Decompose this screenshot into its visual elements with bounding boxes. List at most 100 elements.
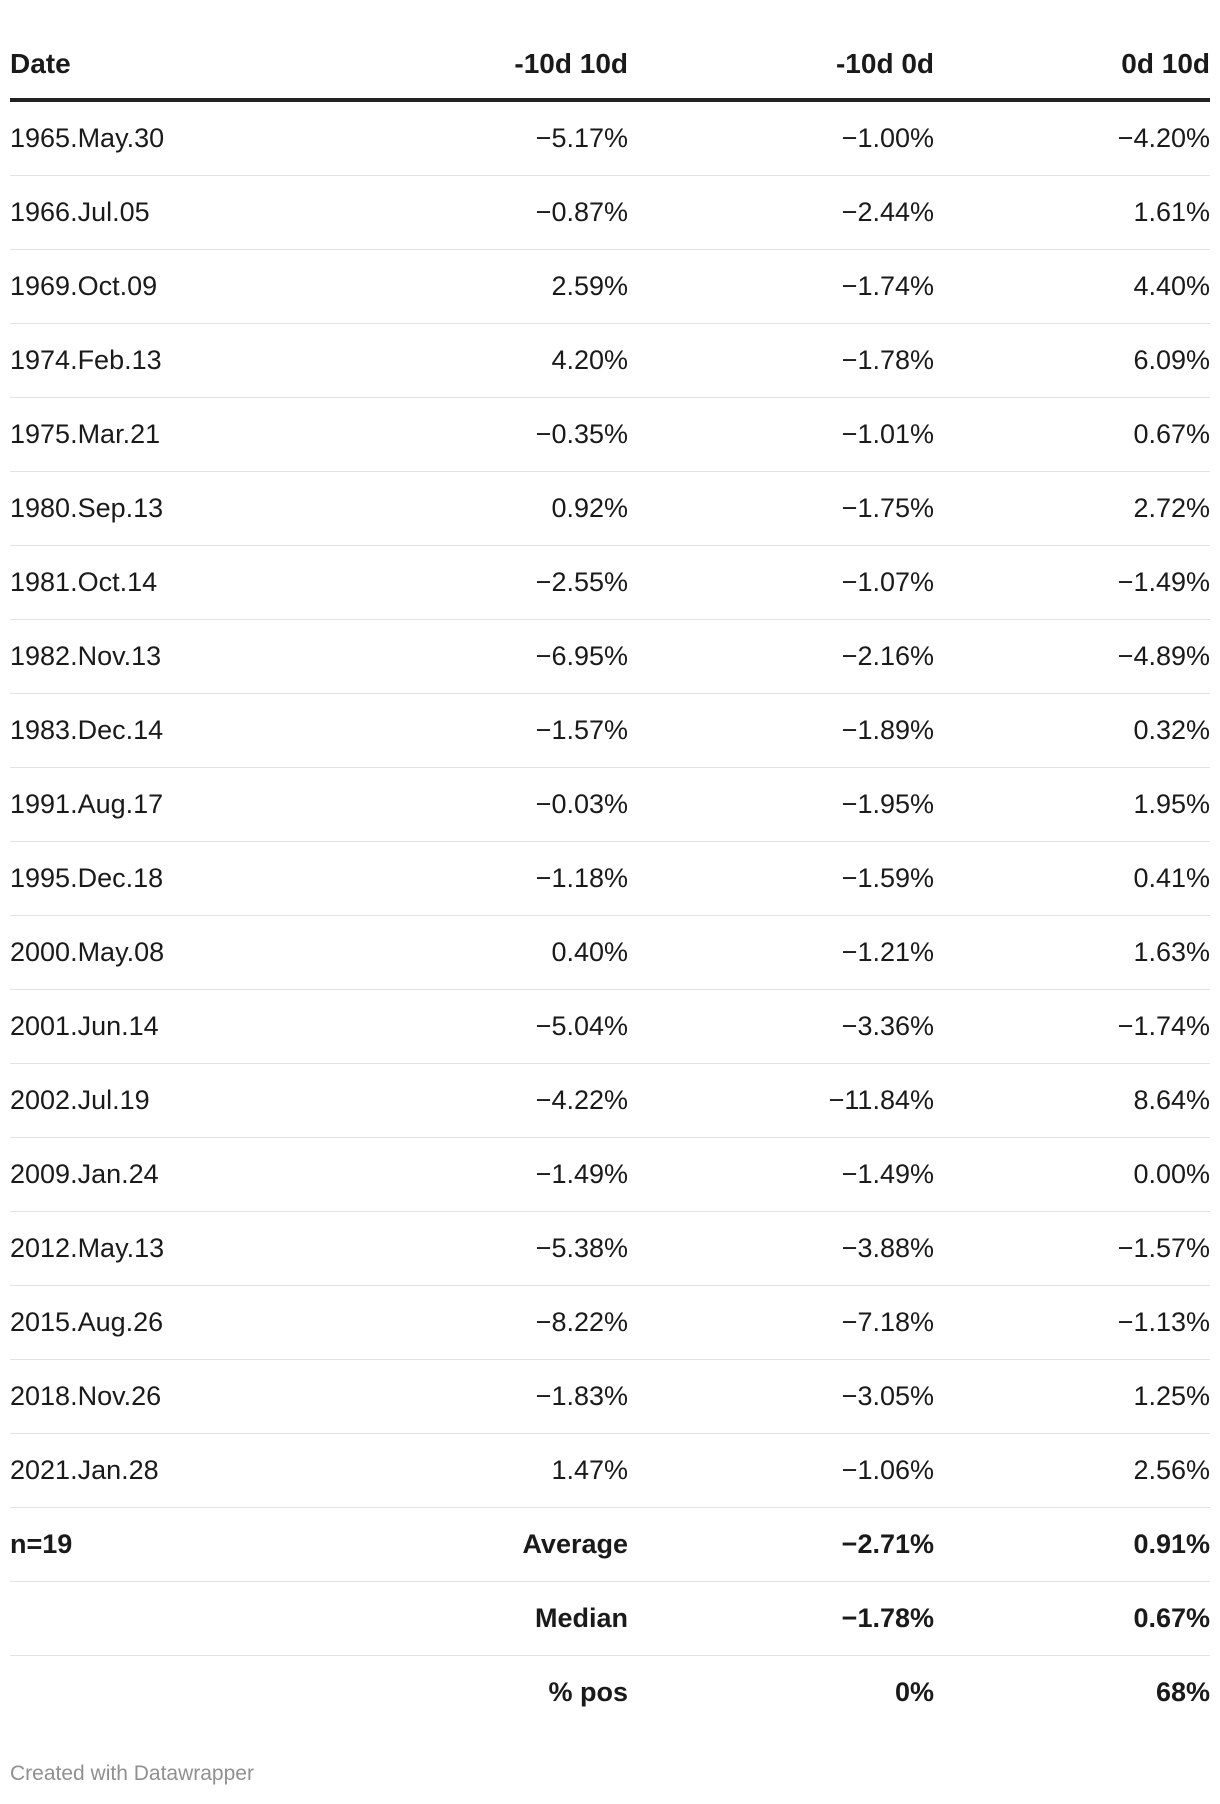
summary-value-cell: 0.67%: [934, 1581, 1210, 1656]
table-row: 1974.Feb.13 4.20% −1.78% 6.09%: [10, 323, 1210, 398]
0d-10d-cell: 1.61%: [934, 175, 1210, 250]
date-cell: 2021.Jan.28: [10, 1433, 330, 1508]
0d-10d-cell: 2.72%: [934, 471, 1210, 546]
table-row: 1983.Dec.14 −1.57% −1.89% 0.32%: [10, 693, 1210, 768]
minus10d-10d-cell: −5.38%: [330, 1211, 628, 1286]
table-row: 1981.Oct.14 −2.55% −1.07% −1.49%: [10, 545, 1210, 620]
0d-10d-cell: −1.13%: [934, 1285, 1210, 1360]
table-row: 2001.Jun.14 −5.04% −3.36% −1.74%: [10, 989, 1210, 1064]
summary-value-cell: n=19: [10, 1507, 330, 1582]
table-row: 1991.Aug.17 −0.03% −1.95% 1.95%: [10, 767, 1210, 842]
data-table-container: Date -10d 10d -10d 0d 0d 10d 1965.May.30…: [10, 30, 1210, 1729]
minus10d-0d-cell: −2.16%: [628, 619, 934, 694]
table-row: 1995.Dec.18 −1.18% −1.59% 0.41%: [10, 841, 1210, 916]
credit-footer: Created with Datawrapper: [10, 1762, 254, 1785]
date-cell: 2012.May.13: [10, 1211, 330, 1286]
minus10d-10d-cell: 4.20%: [330, 323, 628, 398]
date-cell: 1981.Oct.14: [10, 545, 330, 620]
date-cell: 1995.Dec.18: [10, 841, 330, 916]
summary-label-cell: Median: [330, 1581, 628, 1656]
date-cell: 1982.Nov.13: [10, 619, 330, 694]
minus10d-0d-cell: −1.95%: [628, 767, 934, 842]
table-row: 2012.May.13 −5.38% −3.88% −1.57%: [10, 1211, 1210, 1286]
0d-10d-cell: −4.89%: [934, 619, 1210, 694]
minus10d-10d-cell: 0.40%: [330, 915, 628, 990]
minus10d-10d-cell: −1.57%: [330, 693, 628, 768]
0d-10d-cell: −1.49%: [934, 545, 1210, 620]
minus10d-0d-cell: −7.18%: [628, 1285, 934, 1360]
header-row: Date -10d 10d -10d 0d 0d 10d: [10, 30, 1210, 102]
date-cell: 2018.Nov.26: [10, 1359, 330, 1434]
date-cell: 1983.Dec.14: [10, 693, 330, 768]
0d-10d-cell: 1.25%: [934, 1359, 1210, 1434]
minus10d-0d-cell: −1.49%: [628, 1137, 934, 1212]
0d-10d-cell: −4.20%: [934, 100, 1210, 176]
minus10d-10d-cell: 2.59%: [330, 249, 628, 324]
summary-value-cell: 0.91%: [934, 1507, 1210, 1582]
date-cell: 2000.May.08: [10, 915, 330, 990]
summary-value-cell: [10, 1581, 330, 1656]
column-header-date[interactable]: Date: [10, 30, 330, 102]
minus10d-10d-cell: −5.04%: [330, 989, 628, 1064]
0d-10d-cell: 4.40%: [934, 249, 1210, 324]
0d-10d-cell: 8.64%: [934, 1063, 1210, 1138]
minus10d-0d-cell: −3.88%: [628, 1211, 934, 1286]
minus10d-10d-cell: −1.83%: [330, 1359, 628, 1434]
table-row: 2021.Jan.28 1.47% −1.06% 2.56%: [10, 1433, 1210, 1508]
0d-10d-cell: 1.95%: [934, 767, 1210, 842]
table-row: 1965.May.30 −5.17% −1.00% −4.20%: [10, 100, 1210, 176]
summary-row: Median −1.78% 0.67%: [10, 1581, 1210, 1656]
minus10d-10d-cell: −0.35%: [330, 397, 628, 472]
minus10d-10d-cell: −6.95%: [330, 619, 628, 694]
table-row: 2002.Jul.19 −4.22% −11.84% 8.64%: [10, 1063, 1210, 1138]
date-cell: 1991.Aug.17: [10, 767, 330, 842]
date-cell: 1974.Feb.13: [10, 323, 330, 398]
table-row: 1975.Mar.21 −0.35% −1.01% 0.67%: [10, 397, 1210, 472]
0d-10d-cell: 0.41%: [934, 841, 1210, 916]
table-row: 1966.Jul.05 −0.87% −2.44% 1.61%: [10, 175, 1210, 250]
column-header-minus10d-0d[interactable]: -10d 0d: [628, 30, 934, 102]
minus10d-10d-cell: −4.22%: [330, 1063, 628, 1138]
summary-row: % pos 0% 68%: [10, 1656, 1210, 1730]
minus10d-10d-cell: 0.92%: [330, 471, 628, 546]
minus10d-0d-cell: −1.21%: [628, 915, 934, 990]
minus10d-10d-cell: −0.87%: [330, 175, 628, 250]
table-body: 1965.May.30 −5.17% −1.00% −4.20% 1966.Jul.05…: [10, 100, 1210, 1729]
minus10d-10d-cell: −0.03%: [330, 767, 628, 842]
summary-value-cell: 68%: [1155, 1677, 1210, 1707]
table-row: 2015.Aug.26 −8.22% −7.18% −1.13%: [10, 1285, 1210, 1360]
minus10d-10d-cell: −1.18%: [330, 841, 628, 916]
table-row: 1982.Nov.13 −6.95% −2.16% −4.89%: [10, 619, 1210, 694]
summary-value-cell: −1.78%: [628, 1581, 934, 1656]
data-table: Date -10d 10d -10d 0d 0d 10d 1965.May.30…: [10, 30, 1210, 1729]
date-cell: 2009.Jan.24: [10, 1137, 330, 1212]
minus10d-0d-cell: −11.84%: [628, 1063, 934, 1138]
date-cell: 1966.Jul.05: [10, 175, 330, 250]
column-header-0d-10d[interactable]: 0d 10d: [934, 30, 1210, 102]
date-cell: 1969.Oct.09: [10, 249, 330, 324]
table-row: 1969.Oct.09 2.59% −1.74% 4.40%: [10, 249, 1210, 324]
summary-value-cell: −2.71%: [628, 1507, 934, 1582]
0d-10d-cell: 6.09%: [934, 323, 1210, 398]
summary-value-cell: 0%: [894, 1677, 934, 1707]
minus10d-0d-cell: −3.36%: [628, 989, 934, 1064]
minus10d-0d-cell: −1.06%: [628, 1433, 934, 1508]
minus10d-10d-cell: −2.55%: [330, 545, 628, 620]
column-header-minus10d-10d[interactable]: -10d 10d: [330, 30, 628, 102]
summary-label-cell: % pos: [548, 1677, 628, 1707]
minus10d-0d-cell: −1.01%: [628, 397, 934, 472]
minus10d-10d-cell: −8.22%: [330, 1285, 628, 1360]
0d-10d-cell: 0.00%: [934, 1137, 1210, 1212]
table-row: 1980.Sep.13 0.92% −1.75% 2.72%: [10, 471, 1210, 546]
summary-value-cell: [10, 1656, 330, 1730]
table-row: 2018.Nov.26 −1.83% −3.05% 1.25%: [10, 1359, 1210, 1434]
date-cell: 1975.Mar.21: [10, 397, 330, 472]
0d-10d-cell: 0.67%: [934, 397, 1210, 472]
date-cell: 2001.Jun.14: [10, 989, 330, 1064]
minus10d-0d-cell: −1.89%: [628, 693, 934, 768]
summary-label-cell: Average: [330, 1507, 628, 1582]
minus10d-10d-cell: −5.17%: [330, 100, 628, 176]
0d-10d-cell: −1.74%: [934, 989, 1210, 1064]
minus10d-0d-cell: −1.59%: [628, 841, 934, 916]
minus10d-10d-cell: 1.47%: [330, 1433, 628, 1508]
